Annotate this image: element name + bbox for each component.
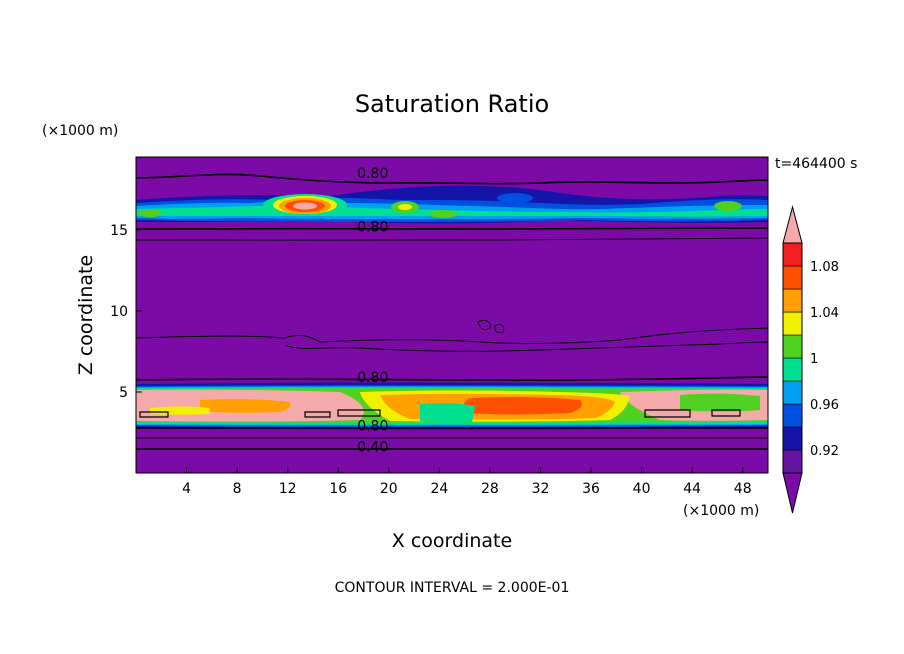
lower-layer-orange-left [200, 398, 291, 413]
y-unit-label: (×1000 m) [42, 123, 118, 139]
contour-mid-thin-1 [135, 327, 769, 344]
colorbar-swatch [782, 403, 803, 428]
contour-upper-thin [135, 237, 769, 241]
chart-title: Saturation Ratio [355, 90, 549, 118]
x-tick-label: 24 [430, 481, 448, 497]
lower-cloud-layer [136, 382, 768, 430]
upper-cell-small-1 [138, 209, 162, 217]
contour-label: 0.80 [357, 166, 388, 182]
x-unit-label: (×1000 m) [683, 503, 759, 519]
colorbar-tick-label: 0.92 [810, 444, 839, 459]
upper-cell-small-5 [714, 201, 742, 211]
colorbar-swatch [782, 288, 803, 313]
colorbar-tick-label: 0.96 [810, 398, 839, 413]
upper-cell-small-6 [497, 193, 533, 203]
x-tick-label: 40 [633, 481, 651, 497]
contour-interval-footer: CONTOUR INTERVAL = 2.000E-01 [335, 580, 570, 596]
lower-layer-green-patch [420, 402, 475, 423]
contour-labels: 0.80 0.80 0.80 0.80 0.40 [357, 166, 388, 456]
x-tick-label: 4 [182, 481, 191, 497]
y-tick-label: 15 [110, 223, 128, 239]
contour-lower-inner [139, 409, 741, 418]
colorbar-under-triangle [782, 472, 803, 514]
upper-cell-small-4 [429, 210, 457, 218]
x-tick-label: 16 [329, 481, 347, 497]
contour-upper-bottom [135, 227, 769, 230]
colorbar-swatch [782, 265, 803, 290]
y-axis-label: Z coordinate [75, 255, 97, 375]
colorbar-tick-label: 1.08 [810, 260, 839, 275]
x-tick-label: 44 [683, 481, 701, 497]
colorbar: 0.92 0.96 1 1.04 1.08 [782, 205, 839, 514]
y-axis-ticks: 5 10 15 [110, 223, 142, 401]
colorbar-over-triangle [782, 205, 803, 244]
colorbar-tick-label: 1.04 [810, 306, 839, 321]
colorbar-swatch [782, 357, 803, 382]
y-tick-label: 5 [119, 385, 128, 401]
colorbar-swatch [782, 380, 803, 405]
contour-upper-top [135, 173, 769, 185]
contour-lines [135, 173, 769, 451]
contour-label: 0.80 [357, 419, 388, 435]
x-tick-label: 48 [734, 481, 752, 497]
colorbar-tick-label: 1 [810, 352, 818, 367]
colorbar-swatch [782, 426, 803, 451]
lower-layer-yellow-left [150, 406, 210, 415]
x-tick-label: 28 [481, 481, 499, 497]
contour-label: 0.80 [357, 219, 388, 235]
y-tick-label: 10 [110, 304, 128, 320]
x-tick-label: 8 [233, 481, 242, 497]
colorbar-frame [782, 242, 803, 474]
colorbar-swatch [782, 242, 803, 267]
contour-lower-bottom [135, 427, 769, 430]
upper-cell-core [293, 202, 317, 210]
lower-layer-red-streaks [464, 396, 582, 415]
x-axis-label: X coordinate [392, 530, 512, 552]
colorbar-swatch [782, 449, 803, 474]
contour-mid-thin-2 [284, 341, 769, 352]
lower-layer-green-patch-right [680, 393, 760, 412]
contour-mid-blob [477, 319, 505, 334]
contour-label: 0.80 [357, 370, 388, 386]
contour-lower-top [135, 376, 769, 381]
x-tick-label: 32 [532, 481, 550, 497]
contour-label: 0.40 [357, 440, 388, 456]
x-axis-ticks: 4 8 12 16 20 24 28 32 36 40 44 48 [182, 467, 752, 497]
colorbar-swatch [782, 311, 803, 336]
upper-cell-small-3 [398, 204, 412, 210]
plot-area: 0.80 0.80 0.80 0.80 0.40 [135, 156, 769, 474]
time-label: t=464400 s [775, 156, 857, 172]
x-tick-label: 36 [582, 481, 600, 497]
contour-040 [135, 448, 769, 451]
upper-cloud-layer [136, 185, 768, 224]
x-tick-label: 12 [279, 481, 297, 497]
colorbar-swatch [782, 334, 803, 359]
plot-frame [135, 156, 769, 474]
x-tick-label: 20 [380, 481, 398, 497]
